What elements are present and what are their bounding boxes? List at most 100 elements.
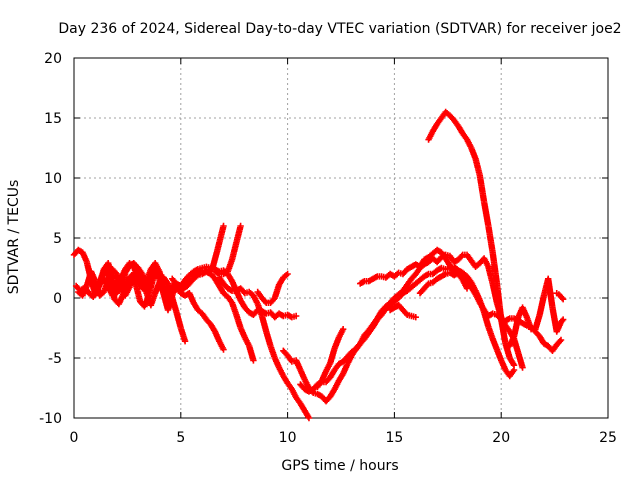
data-point [559,316,567,323]
track-segment [247,310,256,318]
track-segment [422,271,431,279]
track-segment [400,267,410,276]
track-segment [507,368,517,378]
track-segment [285,381,295,391]
series-track-j [297,251,526,395]
x-axis-label: GPS time / hours [281,458,398,474]
track-segment [405,264,414,272]
track-segment [97,277,107,287]
track-segment [396,303,406,312]
axis-ticks [73,57,609,419]
track-segment [191,266,200,274]
track-segment [165,290,175,299]
track-segment [460,272,470,281]
series-track-m [386,302,419,321]
track-segment [489,250,500,286]
track-segment [460,278,470,290]
x-tick-label: 25 [599,430,617,446]
track-segment [294,395,303,406]
track-segment [345,354,355,366]
track-segment [366,322,376,333]
track-segment [481,308,491,318]
track-segment [464,277,474,289]
track-segment [426,251,435,260]
data-marks [70,108,567,422]
track-segment [464,138,474,150]
track-segment [76,247,85,255]
track-segment [493,282,505,322]
track-segment [388,271,397,279]
track-segment [216,284,226,295]
track-segment [99,268,109,279]
x-tick-label: 0 [70,430,79,446]
track-segment [183,290,192,298]
x-tick-label: 20 [492,430,510,446]
track-segment [179,290,187,298]
y-axis-label: SDTVAR / TECUs [6,180,22,295]
track-segment [362,328,371,338]
track-segment [110,267,119,276]
track-segment [268,296,277,305]
track-segment [200,311,209,322]
track-segment [221,281,230,291]
track-segment [280,374,290,385]
track-segment [469,259,478,269]
data-point [412,314,419,321]
track-segment [447,263,457,274]
track-segment [131,261,141,270]
y-tick-label: 5 [53,231,62,247]
track-segment [384,272,392,280]
track-segment [204,317,213,327]
track-segment [315,391,324,399]
track-segment [208,272,218,281]
track-segment [476,174,488,204]
track-segment [417,286,427,296]
track-segment [400,283,410,293]
y-tick-label: -5 [48,351,62,367]
track-segment [413,278,422,286]
track-segment [460,131,470,142]
track-segment [332,362,341,372]
track-segment [101,277,111,288]
track-segment [323,394,333,404]
track-segment [221,269,230,277]
track-segment [439,250,448,261]
track-segment [337,359,345,367]
track-segment [448,270,456,278]
track-segment [434,255,444,264]
track-segment [409,272,418,281]
track-segment [384,300,392,309]
track-segment [277,311,286,319]
track-segment [276,366,286,378]
track-segment [456,124,466,136]
track-segment [468,285,478,297]
track-segment [418,274,427,282]
track-segment [302,386,311,394]
chart-title: Day 236 of 2024, Sidereal Day-to-day VTE… [58,21,621,37]
track-segment [456,272,465,282]
track-segment [255,290,265,300]
track-segment [396,288,405,297]
track-segment [74,284,83,293]
track-segment [127,261,136,269]
track-segment [392,296,401,304]
track-segment [387,296,397,305]
track-segment [259,296,269,305]
data-point [305,414,313,422]
track-segment [76,290,85,298]
track-segment [225,295,235,305]
track-segment [273,311,281,320]
track-segment [170,285,179,294]
series-track-o [425,108,518,369]
track-segment [152,261,162,274]
track-segment [413,266,423,276]
track-segment [140,279,149,291]
track-segment [546,344,555,353]
track-segment [370,316,380,327]
track-segment [520,320,529,328]
track-segment [431,276,439,285]
track-segment [191,301,201,312]
track-segment [554,338,564,347]
data-point [220,346,227,353]
